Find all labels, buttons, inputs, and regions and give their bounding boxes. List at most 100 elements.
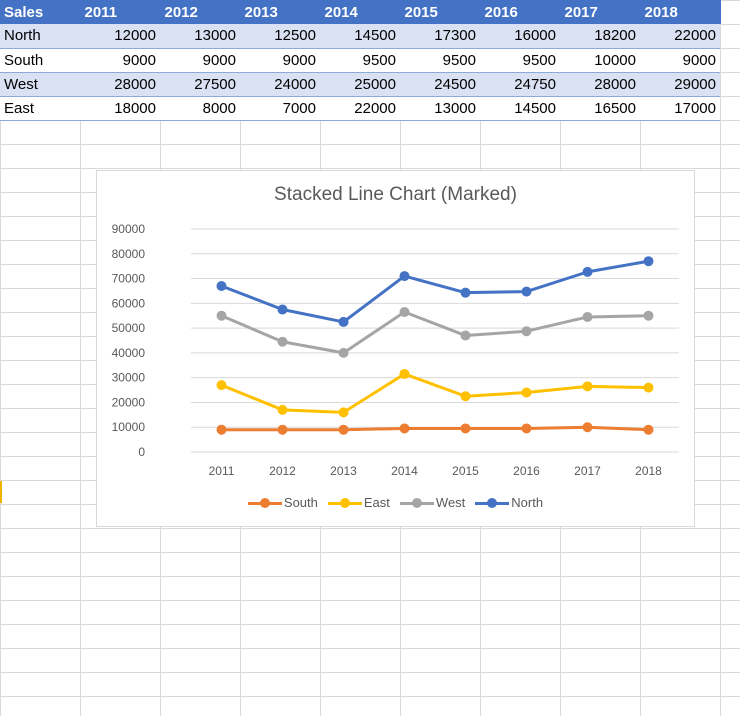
legend-label: East [363, 495, 390, 510]
data-point-east [338, 407, 349, 418]
value-cell[interactable]: 22000 [320, 96, 400, 121]
data-point-east [521, 387, 532, 398]
series-line-east [220, 372, 650, 414]
value-cell[interactable]: 24500 [400, 72, 480, 97]
x-tick-label: 2016 [513, 464, 540, 478]
value-cell[interactable]: 9000 [160, 48, 240, 73]
header-row: Sales 2011 2012 2013 2014 2015 2016 2017… [0, 0, 721, 24]
data-point-south [338, 424, 349, 435]
value-cell[interactable]: 8000 [160, 96, 240, 121]
table-row: South 9000 9000 9000 9500 9500 9500 1000… [0, 48, 720, 73]
legend-label: West [435, 495, 466, 510]
region-cell[interactable]: North [0, 24, 80, 49]
x-tick-label: 2015 [452, 464, 479, 478]
legend-item-north[interactable]: North [475, 495, 543, 510]
data-point-east [582, 381, 593, 392]
region-cell[interactable]: South [0, 48, 80, 73]
data-point-south [216, 424, 227, 435]
value-cell[interactable]: 28000 [560, 72, 640, 97]
value-cell[interactable]: 12500 [240, 24, 320, 49]
data-point-west [460, 330, 471, 341]
value-cell[interactable]: 9500 [480, 48, 560, 73]
value-cell[interactable]: 28000 [80, 72, 160, 97]
series-line-west [220, 310, 650, 355]
legend-swatch [247, 497, 282, 509]
data-point-north [460, 287, 471, 298]
value-cell[interactable]: 16500 [560, 96, 640, 121]
y-tick-label: 80000 [112, 247, 146, 261]
value-cell[interactable]: 17000 [640, 96, 720, 121]
legend-label: South [283, 495, 318, 510]
value-cell[interactable]: 17300 [400, 24, 480, 49]
header-cell-2012[interactable]: 2012 [160, 0, 241, 24]
sales-table[interactable]: Sales 2011 2012 2013 2014 2015 2016 2017… [0, 0, 721, 121]
value-cell[interactable]: 13000 [400, 96, 480, 121]
data-point-north [216, 280, 227, 291]
header-cell-2015[interactable]: 2015 [400, 0, 481, 24]
header-cell-2016[interactable]: 2016 [480, 0, 561, 24]
legend-swatch [399, 497, 434, 509]
value-cell[interactable]: 14500 [320, 24, 400, 49]
chart-legend[interactable]: South East West North [97, 495, 694, 510]
value-cell[interactable]: 9000 [640, 48, 720, 73]
value-cell[interactable]: 16000 [480, 24, 560, 49]
y-tick-label: 90000 [112, 222, 146, 236]
value-cell[interactable]: 9500 [400, 48, 480, 73]
y-tick-label: 40000 [112, 346, 146, 360]
legend-label: North [511, 495, 544, 510]
value-cell[interactable]: 27500 [160, 72, 240, 97]
table-row: West 28000 27500 24000 25000 24500 24750… [0, 72, 720, 97]
data-point-north [338, 316, 349, 327]
data-point-north [277, 304, 288, 315]
value-cell[interactable]: 24750 [480, 72, 560, 97]
header-cell-2014[interactable]: 2014 [320, 0, 401, 24]
data-point-south [582, 422, 593, 433]
y-tick-label: 60000 [112, 296, 146, 310]
chart-container[interactable]: Stacked Line Chart (Marked) 0 10000 20000 3… [96, 170, 695, 527]
value-cell[interactable]: 14500 [480, 96, 560, 121]
data-point-west [643, 310, 654, 321]
data-point-west [399, 307, 410, 318]
data-point-south [277, 424, 288, 435]
value-cell[interactable]: 24000 [240, 72, 320, 97]
value-cell[interactable]: 7000 [240, 96, 320, 121]
value-cell[interactable]: 12000 [80, 24, 160, 49]
value-cell[interactable]: 9000 [80, 48, 160, 73]
chart-title[interactable]: Stacked Line Chart (Marked) [274, 184, 517, 205]
value-cell[interactable]: 9500 [320, 48, 400, 73]
region-cell[interactable]: West [0, 72, 80, 97]
data-point-west [582, 311, 593, 322]
legend-item-east[interactable]: East [327, 495, 390, 510]
data-point-west [338, 347, 349, 358]
x-tick-label: 2014 [391, 464, 418, 478]
header-cell-2013[interactable]: 2013 [240, 0, 321, 24]
table-row: East 18000 8000 7000 22000 13000 14500 1… [0, 96, 720, 121]
header-cell-2011[interactable]: 2011 [80, 0, 161, 24]
data-point-north [399, 271, 410, 282]
legend-item-south[interactable]: South [247, 495, 318, 510]
value-cell[interactable]: 10000 [560, 48, 640, 73]
legend-item-west[interactable]: West [399, 495, 466, 510]
legend-swatch [327, 497, 362, 509]
y-tick-label: 10000 [112, 420, 146, 434]
series-line-south [220, 425, 650, 432]
value-cell[interactable]: 18200 [560, 24, 640, 49]
header-cell-sales[interactable]: Sales [0, 0, 81, 24]
data-point-south [521, 423, 532, 434]
data-point-north [582, 266, 593, 277]
legend-swatch [475, 497, 510, 509]
value-cell[interactable]: 13000 [160, 24, 240, 49]
data-point-east [643, 382, 654, 393]
region-cell[interactable]: East [0, 96, 80, 121]
header-cell-2017[interactable]: 2017 [560, 0, 641, 24]
data-point-west [216, 310, 227, 321]
y-tick-label: 70000 [112, 272, 146, 286]
value-cell[interactable]: 22000 [640, 24, 720, 49]
value-cell[interactable]: 9000 [240, 48, 320, 73]
value-cell[interactable]: 25000 [320, 72, 400, 97]
value-cell[interactable]: 18000 [80, 96, 160, 121]
x-tick-label: 2018 [635, 464, 662, 478]
x-tick-label: 2011 [209, 464, 235, 478]
value-cell[interactable]: 29000 [640, 72, 720, 97]
header-cell-2018[interactable]: 2018 [640, 0, 721, 24]
